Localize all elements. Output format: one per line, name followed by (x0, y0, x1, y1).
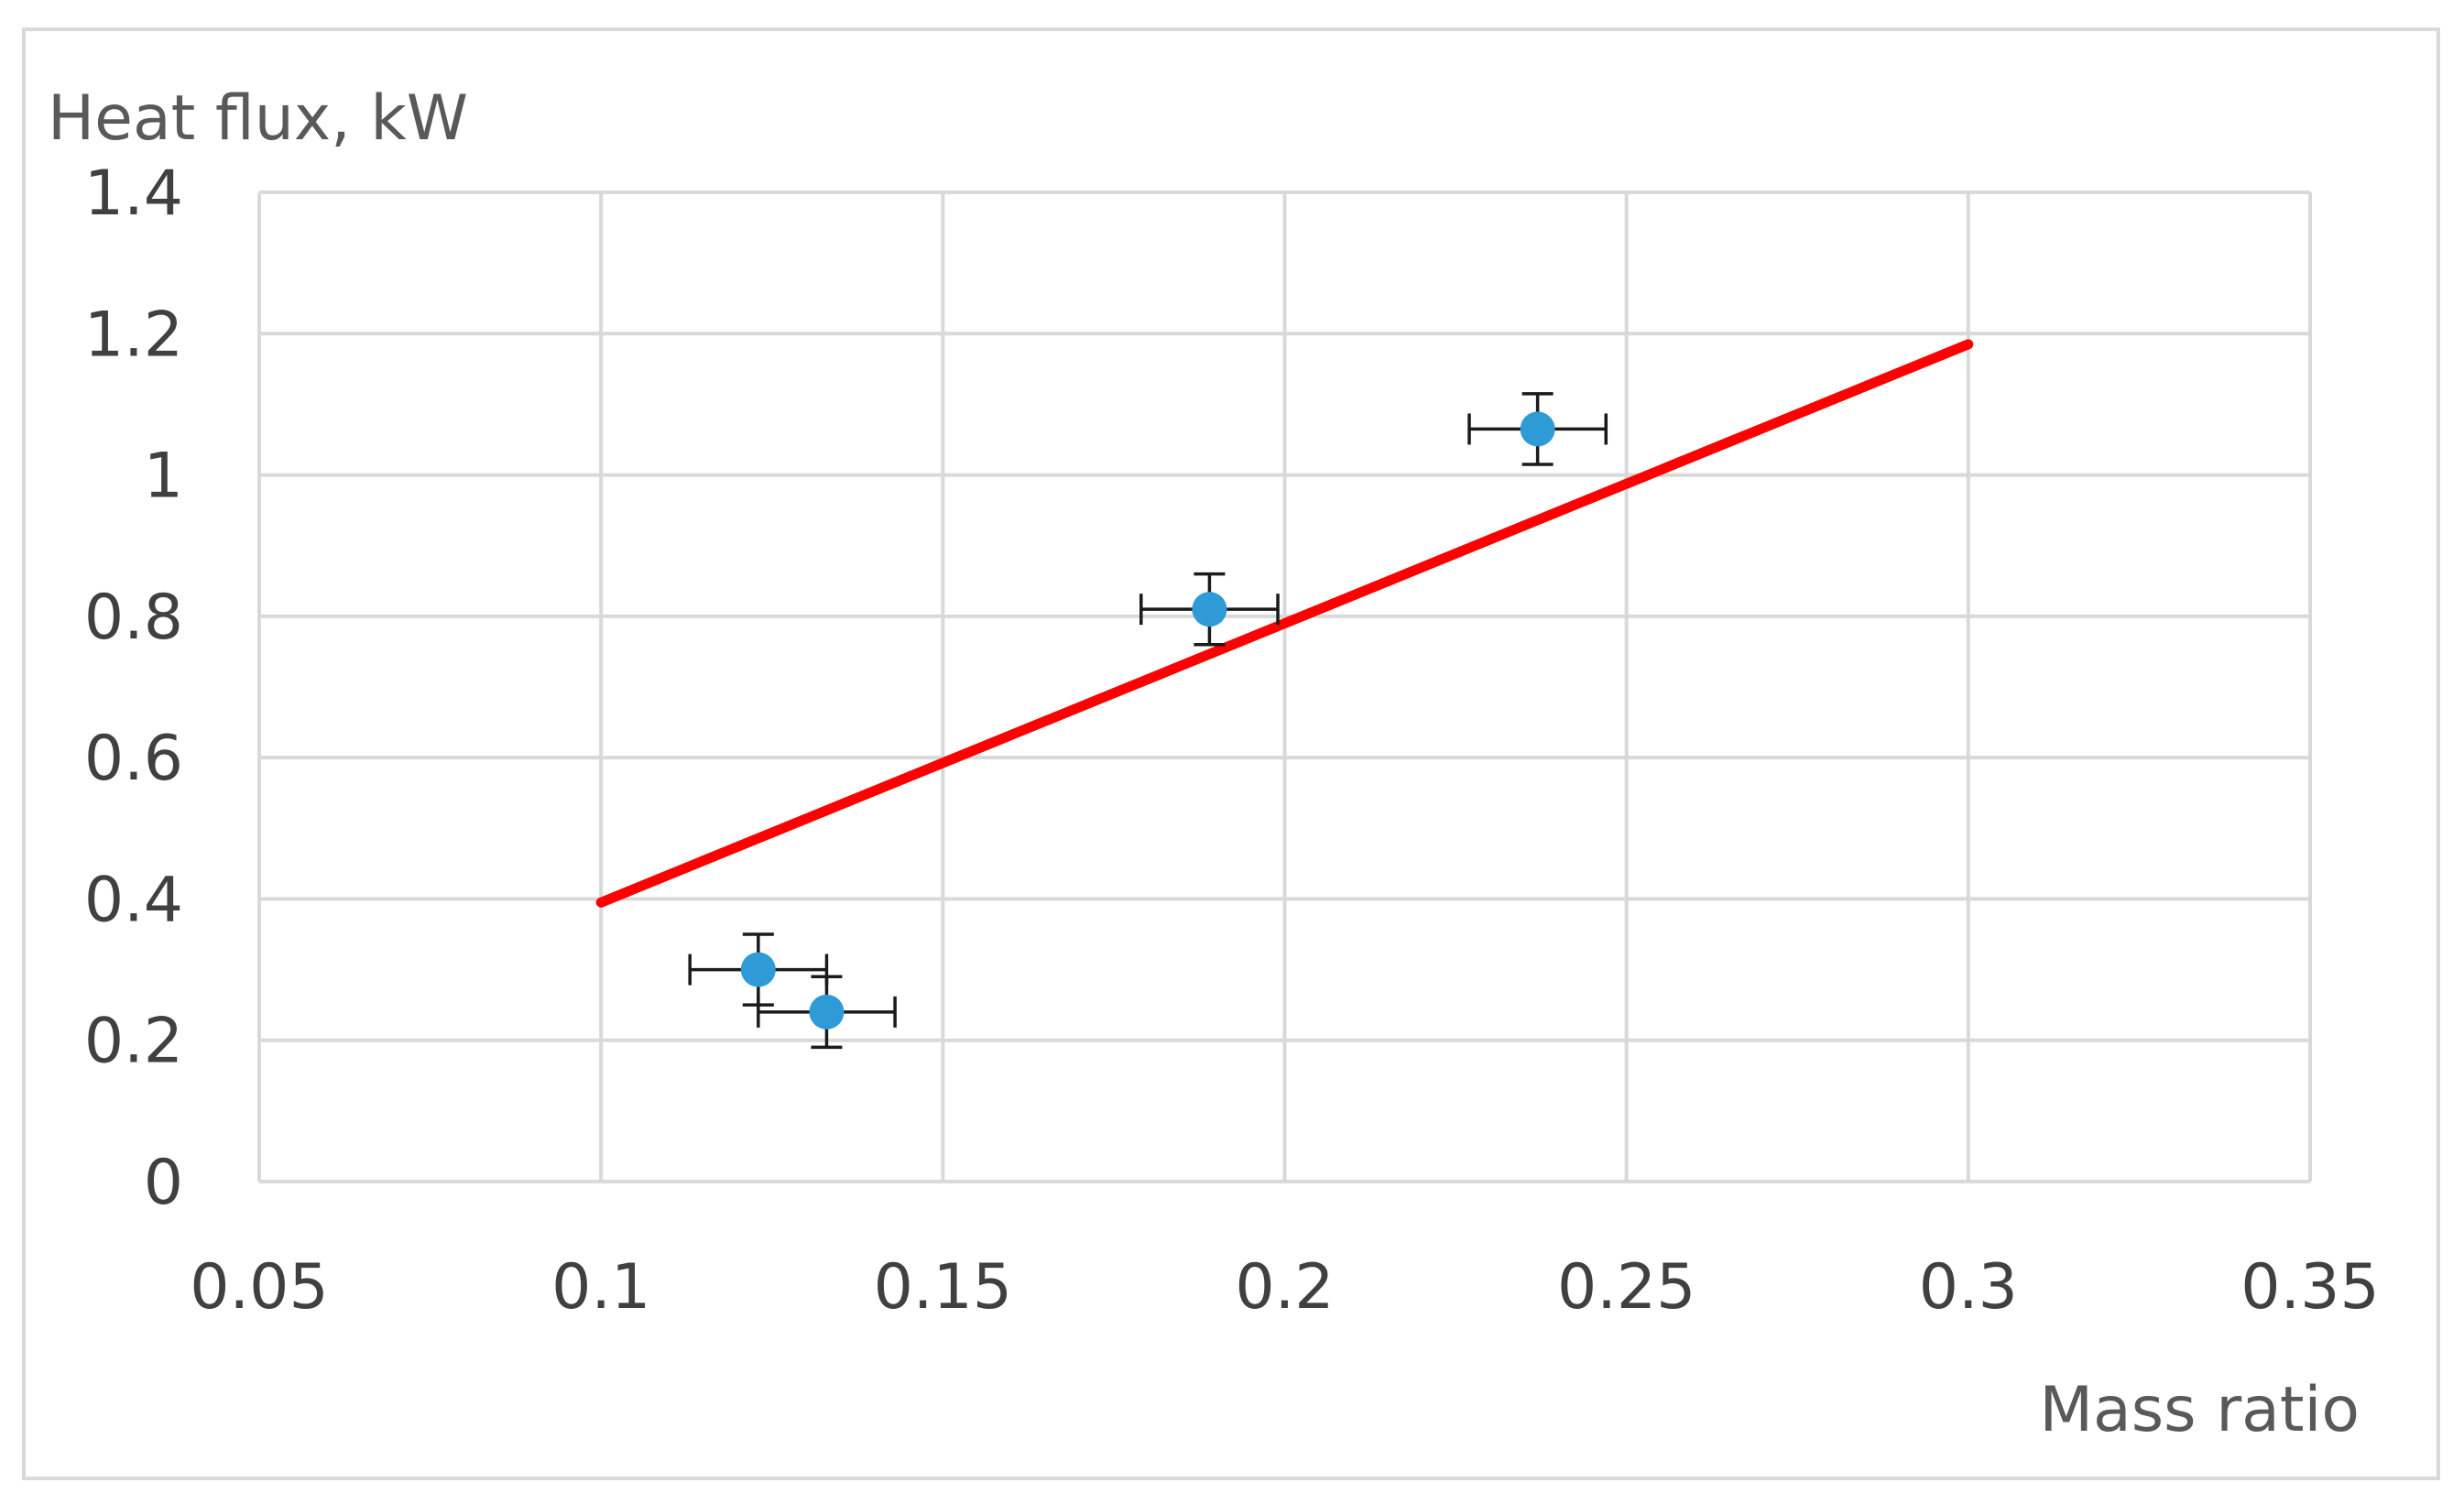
x-tick-label: 0.1 (551, 1251, 650, 1324)
data-point (1192, 592, 1227, 627)
data-point (809, 994, 845, 1030)
data-point (1520, 411, 1555, 447)
y-tick-label: 1.2 (84, 299, 183, 371)
error-bars (688, 392, 1608, 1050)
y-tick-label: 1.4 (84, 158, 183, 230)
trend-line-layer (595, 339, 1974, 908)
data-points (740, 411, 1555, 1030)
y-tick-label: 1 (144, 441, 183, 513)
trend-line (595, 339, 1974, 908)
x-tick-label: 0.15 (874, 1251, 1012, 1324)
x-tick-label: 0.3 (1919, 1251, 2018, 1324)
y-axis-title: Heat flux, kW (48, 82, 468, 155)
y-tick-label: 0.2 (84, 1006, 183, 1078)
y-axis-ticks: 0 0.2 0.4 0.6 0.8 1 1.2 1.4 (84, 158, 183, 1219)
y-tick-label: 0.8 (84, 582, 183, 654)
x-tick-label: 0.25 (1557, 1251, 1695, 1324)
data-point (740, 952, 776, 987)
grid (257, 191, 2312, 1183)
x-tick-label: 0.35 (2240, 1251, 2379, 1324)
x-tick-label: 0.2 (1235, 1251, 1334, 1324)
x-tick-label: 0.05 (190, 1251, 328, 1324)
y-tick-label: 0 (144, 1147, 183, 1219)
x-axis-title: Mass ratio (2039, 1374, 2360, 1446)
chart-frame (22, 27, 2440, 1480)
x-axis-ticks: 0.05 0.1 0.15 0.2 0.25 0.3 0.35 (190, 1251, 2379, 1324)
y-tick-label: 0.4 (84, 864, 183, 936)
y-tick-label: 0.6 (84, 723, 183, 795)
